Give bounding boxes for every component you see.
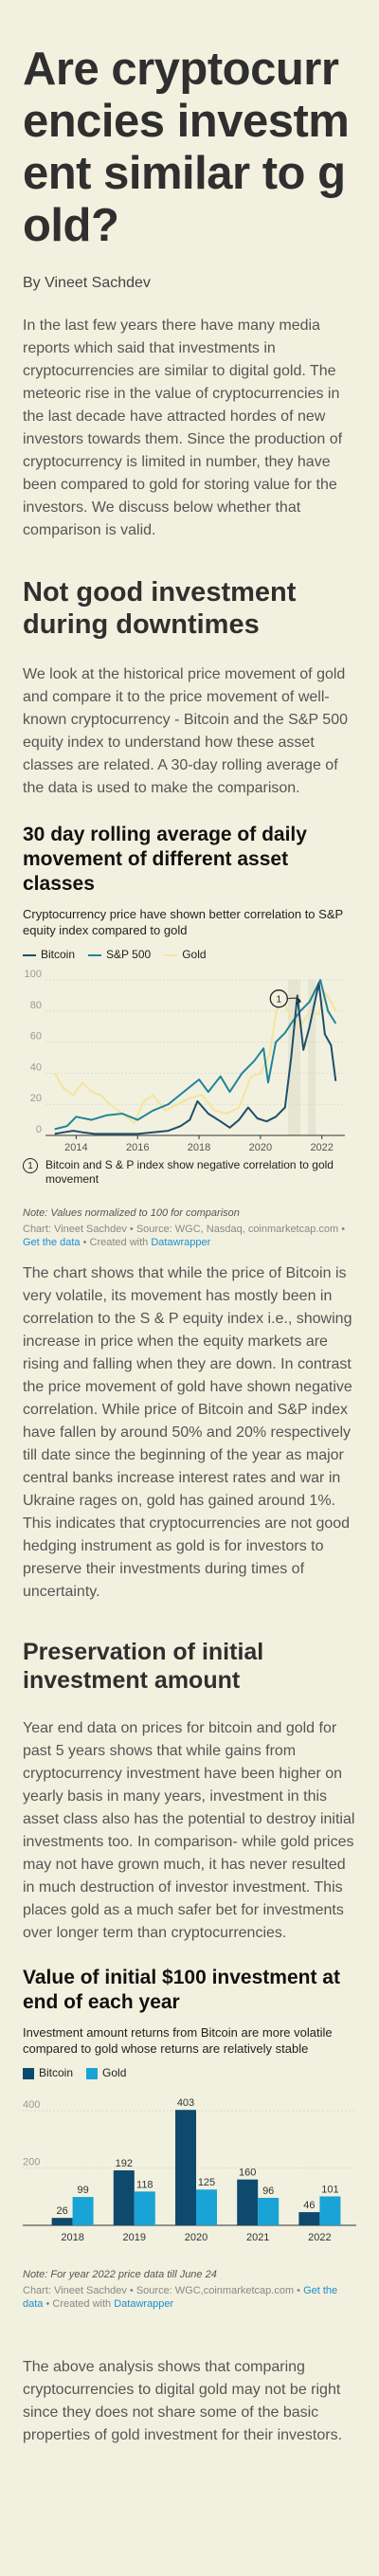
article-title: Are cryptocurrencies investment similar … bbox=[23, 44, 350, 251]
legend-bitcoin-bar: Bitcoin bbox=[23, 2066, 73, 2079]
chart1-datawrapper-link[interactable]: Datawrapper bbox=[151, 1237, 211, 1248]
analysis-paragraph: The chart shows that while the price of … bbox=[23, 1265, 352, 1600]
section2-heading: Preservation of initial investment amoun… bbox=[23, 1639, 264, 1694]
chart2-legend: Bitcoin Gold bbox=[23, 2066, 356, 2079]
bar-value-label: 125 bbox=[198, 2177, 215, 2188]
bar-gold-2019 bbox=[134, 2191, 155, 2225]
y-tick-label: 0 bbox=[36, 1124, 42, 1135]
legend-gold: Gold bbox=[164, 948, 207, 961]
annotation-marker-number: 1 bbox=[277, 995, 282, 1006]
bar-bitcoin-2020 bbox=[175, 2110, 196, 2225]
bar-gold-2020 bbox=[196, 2189, 217, 2225]
chart1-title: 30 day rolling average of daily movement… bbox=[23, 824, 307, 895]
y-tick-label: 100 bbox=[25, 969, 42, 980]
bar-gold-2022 bbox=[319, 2196, 341, 2225]
section2-paragraph: Year end data on prices for bitcoin and … bbox=[23, 1720, 355, 1941]
y-tick-label: 400 bbox=[23, 2099, 40, 2111]
chart2-subtitle: Investment amount returns from Bitcoin a… bbox=[23, 2025, 333, 2056]
bar-value-label: 26 bbox=[56, 2205, 67, 2217]
bar-value-label: 96 bbox=[262, 2186, 274, 2197]
chart2-get-data-link[interactable]: Get the data bbox=[23, 2285, 338, 2310]
line-chart-block: 30 day rolling average of daily movement… bbox=[23, 823, 356, 1249]
highlight-band bbox=[288, 980, 301, 1135]
x-tick-label: 2022 bbox=[310, 1142, 333, 1152]
x-tick-label: 2020 bbox=[249, 1142, 272, 1152]
bar-value-label: 403 bbox=[177, 2097, 194, 2109]
series-line-gold bbox=[53, 991, 337, 1124]
chart2-note: Note: For year 2022 price data till June… bbox=[23, 2269, 217, 2280]
chart1-legend: Bitcoin S&P 500 Gold bbox=[23, 948, 356, 961]
annotation-arrowhead bbox=[295, 998, 302, 1005]
x-tick-label: 2016 bbox=[126, 1142, 149, 1152]
conclusion-paragraph: The above analysis shows that comparing … bbox=[23, 2359, 343, 2443]
chart1-subtitle: Cryptocurrency price have shown better c… bbox=[23, 907, 343, 937]
x-tick-label: 2014 bbox=[64, 1142, 87, 1152]
bar-bitcoin-2019 bbox=[113, 2169, 135, 2225]
x-category-label: 2018 bbox=[61, 2232, 83, 2243]
y-tick-label: 80 bbox=[30, 1000, 42, 1011]
byline: By Vineet Sachdev bbox=[23, 275, 151, 291]
bar-bitcoin-2022 bbox=[298, 2212, 320, 2225]
bar-value-label: 99 bbox=[77, 2185, 88, 2196]
annotation-text: Bitcoin and S & P index show negative co… bbox=[45, 1158, 334, 1186]
y-tick-label: 40 bbox=[30, 1061, 42, 1073]
chart2-datawrapper-link[interactable]: Datawrapper bbox=[114, 2298, 174, 2310]
y-tick-label: 200 bbox=[23, 2157, 40, 2168]
bar-value-label: 46 bbox=[303, 2200, 315, 2211]
intro-paragraph: In the last few years there have many me… bbox=[23, 317, 343, 538]
legend-gold-bar: Gold bbox=[86, 2066, 126, 2079]
bar-bitcoin-2018 bbox=[51, 2218, 73, 2225]
bar-gold-2018 bbox=[72, 2197, 94, 2225]
x-category-label: 2022 bbox=[308, 2232, 331, 2243]
x-tick-label: 2018 bbox=[188, 1142, 210, 1152]
series-line-bitcoin bbox=[54, 982, 337, 1135]
bar-chart-block: Value of initial $100 investment at end … bbox=[23, 1966, 356, 2311]
legend-bitcoin: Bitcoin bbox=[23, 948, 75, 961]
bar-bitcoin-2021 bbox=[237, 2179, 259, 2225]
chart2-credit: Chart: Vineet Sachdev • Source: WGC,coin… bbox=[23, 2285, 338, 2310]
annotation-marker: 1 bbox=[23, 1158, 38, 1173]
highlight-band bbox=[308, 980, 316, 1135]
chart1-get-data-link[interactable]: Get the data bbox=[23, 1237, 81, 1248]
line-chart: 0 20 40 60 80 100 2014 2016 2018 2020 2022 1 bbox=[25, 969, 345, 1152]
bar-value-label: 160 bbox=[239, 2168, 256, 2179]
bar-value-label: 192 bbox=[116, 2158, 133, 2169]
annotation-arrow bbox=[288, 997, 301, 1003]
chart2-title: Value of initial $100 investment at end … bbox=[23, 1967, 340, 2013]
section1-paragraph: We look at the historical price movement… bbox=[23, 666, 348, 796]
chart1-credit: Chart: Vineet Sachdev • Source: WGC, Nas… bbox=[23, 1224, 346, 1248]
legend-sp500: S&P 500 bbox=[88, 948, 151, 961]
x-category-label: 2019 bbox=[123, 2232, 146, 2243]
section1-heading: Not good investment during downtimes bbox=[23, 577, 297, 640]
x-category-label: 2020 bbox=[185, 2232, 208, 2243]
annotation-marker-circle bbox=[269, 989, 288, 1008]
article: Are cryptocurrencies investment similar … bbox=[23, 44, 356, 2443]
bar-value-label: 101 bbox=[321, 2184, 338, 2195]
chart1-note: Note: Values normalized to 100 for compa… bbox=[23, 1207, 240, 1219]
bar-gold-2021 bbox=[258, 2197, 280, 2225]
x-category-label: 2021 bbox=[246, 2232, 269, 2243]
y-tick-label: 20 bbox=[30, 1093, 42, 1104]
annotation-key: 1 Bitcoin and S & P index show negative … bbox=[23, 1158, 356, 1187]
bar-value-label: 118 bbox=[136, 2179, 153, 2190]
y-tick-label: 60 bbox=[30, 1031, 42, 1043]
